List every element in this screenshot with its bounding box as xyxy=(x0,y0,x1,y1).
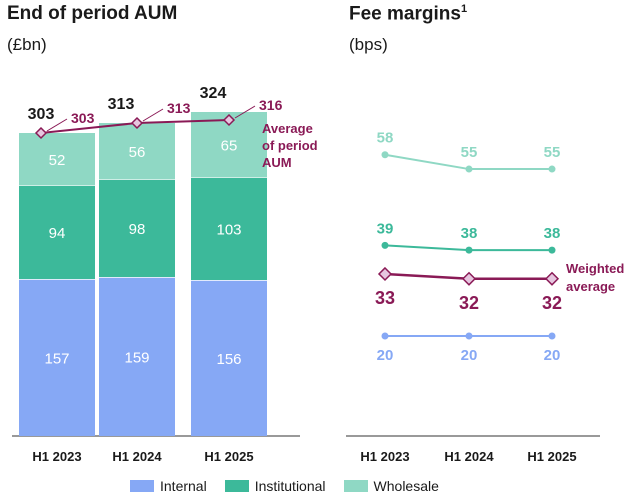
fee-value-wholesale-h1-2023: 58 xyxy=(377,130,394,147)
legend-swatch-institutional xyxy=(224,480,249,492)
bar-institutional-h1-2023 xyxy=(19,185,95,279)
avg-aum-value-h1-2025: 316 xyxy=(259,97,283,113)
bar-institutional-h1-2024 xyxy=(99,179,175,277)
fee-value-weighted-average-h1-2025: 32 xyxy=(542,293,562,313)
x-tick-right-h1-2025: H1 2025 xyxy=(527,449,576,464)
fee-marker-wholesale-h1-2024 xyxy=(465,165,473,173)
fee-value-wholesale-h1-2025: 55 xyxy=(544,144,561,161)
legend: Internal Institutional Wholesale xyxy=(130,478,439,494)
avg-aum-marker-h1-2025 xyxy=(222,113,236,127)
fee-marker-weighted-average-h1-2024 xyxy=(461,271,477,286)
bar-internal-h1-2024 xyxy=(99,277,175,436)
bar-wholesale-h1-2023 xyxy=(19,133,95,185)
avg-aum-marker-h1-2024 xyxy=(130,116,144,130)
avg-aum-leader-h1-2024 xyxy=(142,108,164,122)
legend-item-wholesale: Wholesale xyxy=(343,478,439,494)
fee-value-internal-h1-2024: 20 xyxy=(461,347,478,364)
fee-marker-wholesale-h1-2023 xyxy=(381,151,389,159)
charts-canvas: 157 94 52 303 H1 2023 159 98 56 313 H1 2024 156 103… xyxy=(12,85,624,464)
bar-internal-h1-2025 xyxy=(191,280,267,436)
aum-chart-title: End of period AUM xyxy=(7,3,178,24)
bar-total-h1-2025: 324 xyxy=(200,85,227,102)
avg-aum-marker-h1-2023 xyxy=(34,126,48,140)
bar-wholesale-h1-2024 xyxy=(99,123,175,179)
fee-value-weighted-average-h1-2023: 33 xyxy=(375,288,395,308)
legend-item-internal: Internal xyxy=(130,478,207,494)
fee-marker-internal-h1-2024 xyxy=(465,332,473,340)
avg-aum-label-line-2: of period xyxy=(262,138,318,153)
x-tick-right-h1-2024: H1 2024 xyxy=(444,449,494,464)
fee-marker-weighted-average-h1-2023 xyxy=(377,266,393,282)
avg-aum-leader-h1-2025 xyxy=(234,105,256,119)
fee-value-wholesale-h1-2024: 55 xyxy=(461,144,478,161)
fee-value-institutional-h1-2023: 39 xyxy=(377,220,394,237)
fee-marker-wholesale-h1-2025 xyxy=(548,165,556,173)
fee-value-internal-h1-2023: 20 xyxy=(377,347,394,364)
bar-value-wholesale-h1-2024: 56 xyxy=(129,144,146,161)
bar-total-h1-2023: 303 xyxy=(28,106,55,123)
fee-marker-internal-h1-2023 xyxy=(381,332,389,340)
fee-marker-institutional-h1-2025 xyxy=(548,246,556,254)
bar-total-h1-2024: 313 xyxy=(108,96,135,113)
avg-aum-value-h1-2023: 303 xyxy=(71,110,95,126)
fee-chart-title-text: Fee margins xyxy=(349,3,461,25)
fee-value-institutional-h1-2024: 38 xyxy=(461,225,478,242)
fee-marker-institutional-h1-2023 xyxy=(381,241,389,249)
bar-value-institutional-h1-2024: 98 xyxy=(129,221,146,238)
legend-label-institutional: Institutional xyxy=(254,478,326,494)
fee-chart-subtitle: (bps) xyxy=(349,35,388,54)
fee-value-institutional-h1-2025: 38 xyxy=(544,225,561,242)
x-tick-right-h1-2023: H1 2023 xyxy=(360,449,409,464)
bar-institutional-h1-2025 xyxy=(191,177,267,280)
legend-item-institutional: Institutional xyxy=(224,478,326,494)
legend-label-wholesale: Wholesale xyxy=(373,478,439,494)
fee-marker-weighted-average-h1-2025 xyxy=(544,271,560,286)
bar-value-internal-h1-2025: 156 xyxy=(216,351,241,368)
fee-chart-title: Fee margins1 xyxy=(349,3,467,25)
bar-value-internal-h1-2024: 159 xyxy=(124,350,149,367)
weighted-average-label-line-1: Weighted xyxy=(566,261,624,276)
avg-aum-value-h1-2024: 313 xyxy=(167,100,191,116)
x-tick-left-h1-2023: H1 2023 xyxy=(32,449,81,464)
aum-chart-subtitle: (£bn) xyxy=(7,35,47,54)
fee-value-weighted-average-h1-2024: 32 xyxy=(459,293,479,313)
avg-aum-leader-h1-2023 xyxy=(46,118,68,132)
bar-internal-h1-2023 xyxy=(19,279,95,436)
fee-value-internal-h1-2025: 20 xyxy=(544,347,561,364)
avg-aum-label-line-3: AUM xyxy=(262,155,292,170)
legend-label-internal: Internal xyxy=(160,478,207,494)
x-tick-left-h1-2025: H1 2025 xyxy=(204,449,253,464)
bar-value-internal-h1-2023: 157 xyxy=(44,351,69,368)
x-tick-left-h1-2024: H1 2024 xyxy=(112,449,162,464)
fee-chart-footnote-mark: 1 xyxy=(460,3,468,15)
fee-marker-institutional-h1-2024 xyxy=(465,246,473,254)
bar-value-institutional-h1-2023: 94 xyxy=(49,225,66,242)
bar-value-wholesale-h1-2023: 52 xyxy=(49,152,66,169)
bar-value-wholesale-h1-2025: 65 xyxy=(221,138,238,155)
weighted-average-label-line-2: average xyxy=(566,279,615,294)
legend-swatch-internal xyxy=(130,480,154,492)
legend-swatch-wholesale xyxy=(343,480,368,492)
avg-aum-label-line-1: Average xyxy=(262,121,313,136)
bar-value-institutional-h1-2025: 103 xyxy=(216,222,241,239)
fee-marker-internal-h1-2025 xyxy=(548,332,556,340)
